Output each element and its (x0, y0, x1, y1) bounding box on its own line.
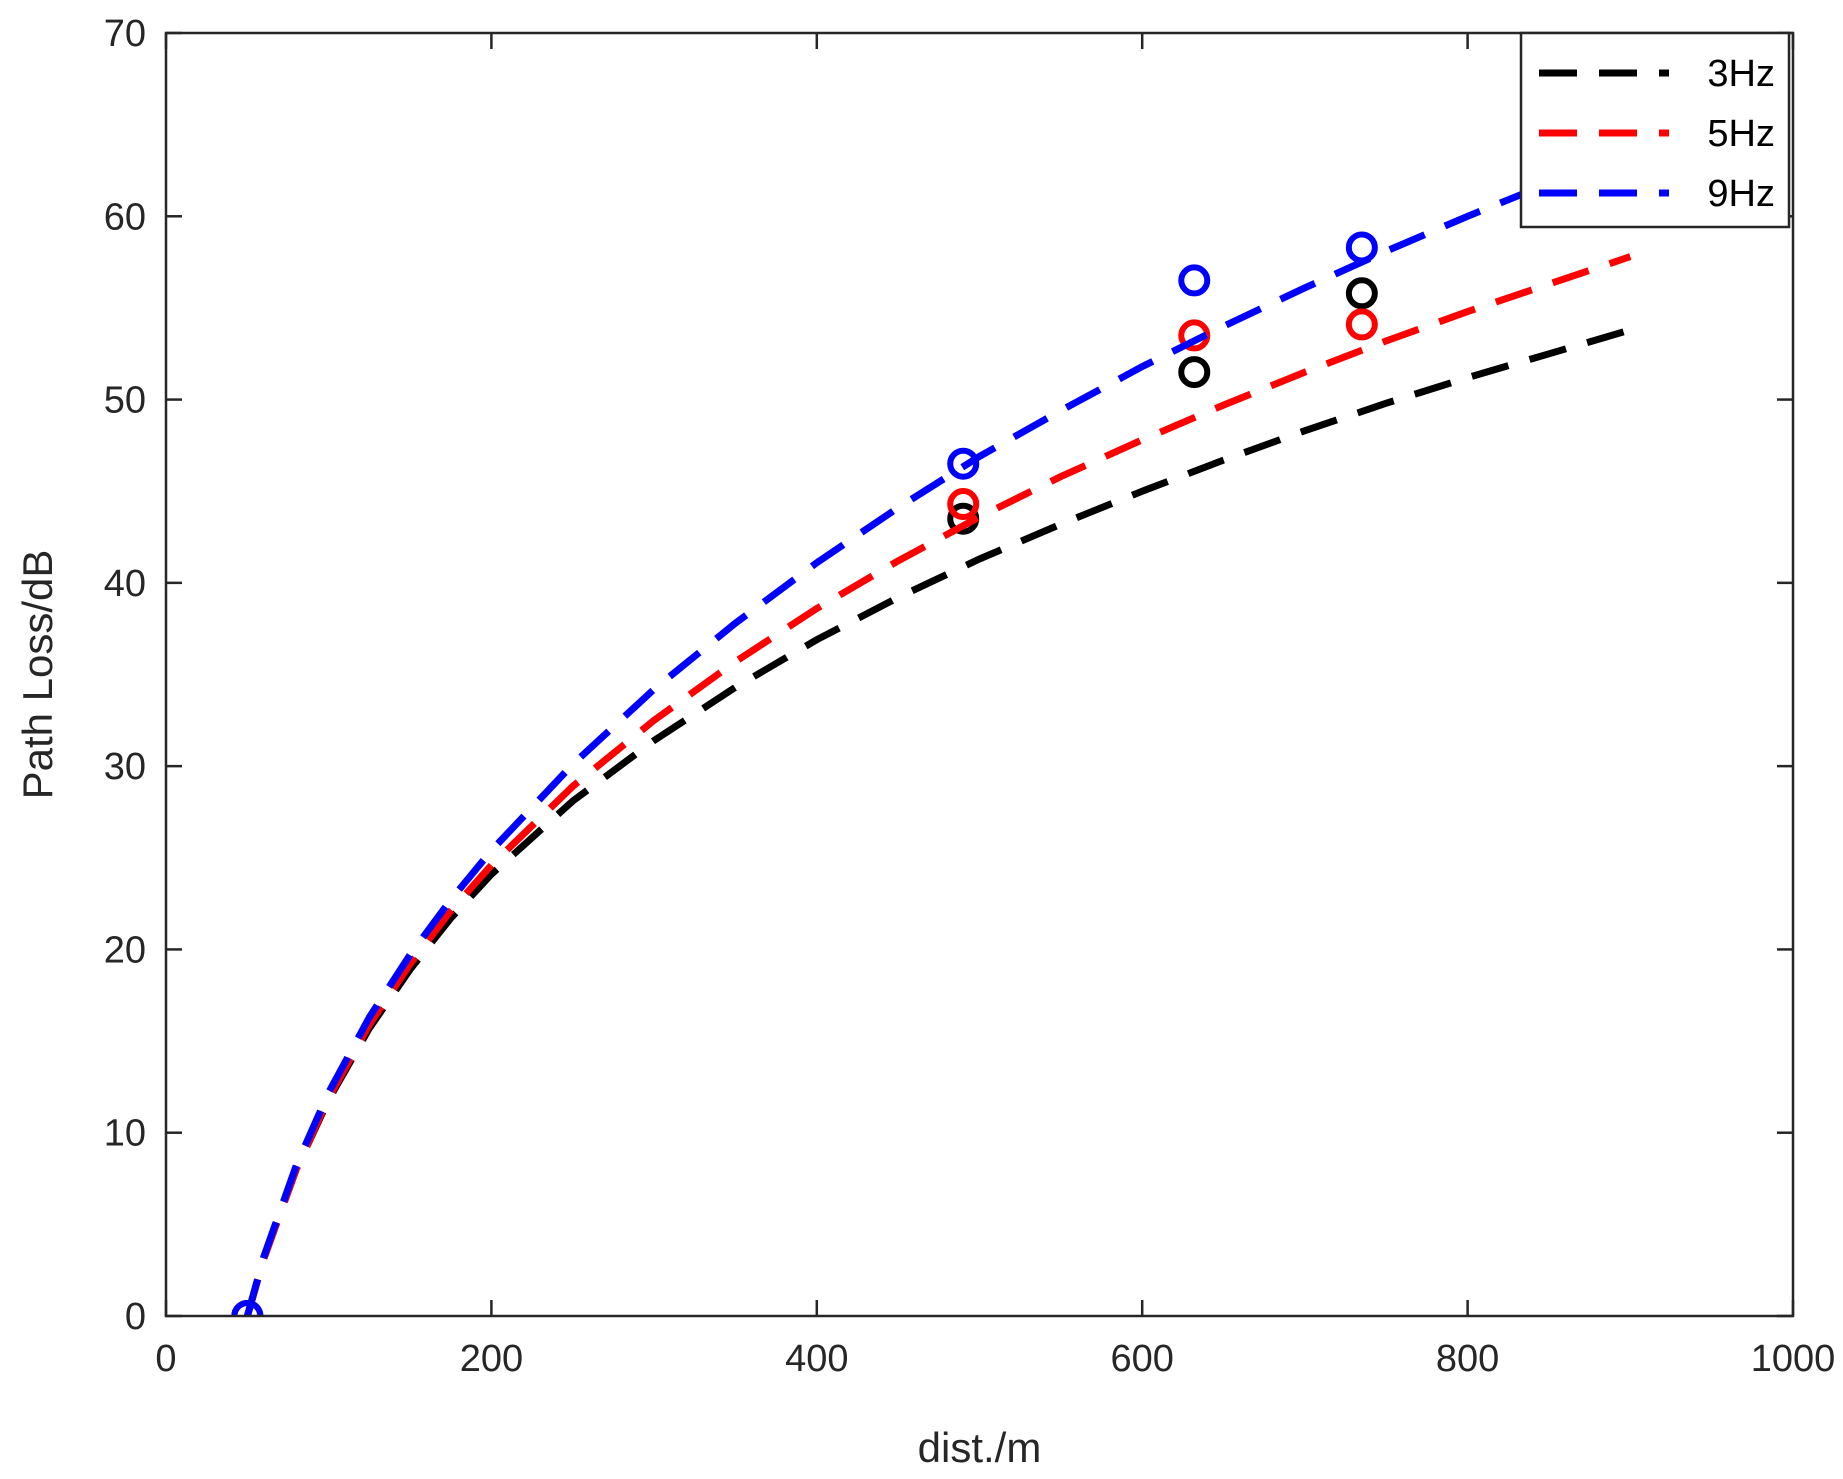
data-point-9hz-2 (1178, 264, 1211, 297)
data-point-9hz-0 (231, 1300, 264, 1316)
x-tick-label-4: 800 (1436, 1338, 1499, 1380)
data-point-3hz-3 (1345, 277, 1378, 310)
data-point-5hz-2 (1178, 319, 1211, 352)
series-line-3hz (244, 326, 1632, 1316)
x-tick-label-5: 1000 (1751, 1338, 1836, 1380)
series-line-5hz (244, 253, 1632, 1316)
plot-frame (164, 31, 1795, 1318)
series-3hz (231, 277, 1632, 1316)
y-axis-label: Path Loss/dB (14, 550, 61, 800)
x-tick-label-3: 600 (1110, 1338, 1173, 1380)
data-point-9hz-1 (947, 447, 980, 480)
legend-label-3hz: 3Hz (1707, 53, 1775, 95)
series-layer (231, 148, 1632, 1316)
series-5hz (231, 253, 1632, 1316)
y-tick-label-5: 50 (104, 380, 146, 422)
y-tick-label-0: 0 (125, 1296, 146, 1338)
x-tick-label-0: 0 (155, 1338, 176, 1380)
legend-label-9hz: 9Hz (1707, 173, 1775, 215)
x-tick-label-1: 200 (460, 1338, 523, 1380)
data-point-5hz-1 (947, 488, 980, 521)
legend-item-3hz[interactable]: 3Hz (1539, 53, 1775, 95)
y-tick-label-1: 10 (104, 1113, 146, 1155)
series-9hz (231, 148, 1632, 1316)
legend-item-9hz[interactable]: 9Hz (1539, 173, 1775, 215)
y-tick-label-6: 60 (104, 196, 146, 238)
data-point-3hz-2 (1178, 356, 1211, 389)
y-tick-label-3: 30 (104, 746, 146, 788)
y-tick-label-2: 20 (104, 929, 146, 971)
data-point-9hz-3 (1345, 231, 1378, 264)
x-tick-label-2: 400 (785, 1338, 848, 1380)
legend[interactable]: 3Hz 5Hz 9Hz (1519, 31, 1791, 229)
legend-label-5hz: 5Hz (1707, 113, 1775, 155)
y-tick-label-4: 40 (104, 563, 146, 605)
tick-layer: 0 200 400 600 800 1000 0 10 20 30 40 50 60 70 (104, 13, 1836, 1380)
x-axis-label: dist./m (918, 1424, 1042, 1471)
legend-item-5hz[interactable]: 5Hz (1539, 113, 1775, 155)
data-point-5hz-3 (1345, 308, 1378, 341)
y-tick-label-7: 70 (104, 13, 146, 55)
series-line-9hz (244, 148, 1632, 1316)
